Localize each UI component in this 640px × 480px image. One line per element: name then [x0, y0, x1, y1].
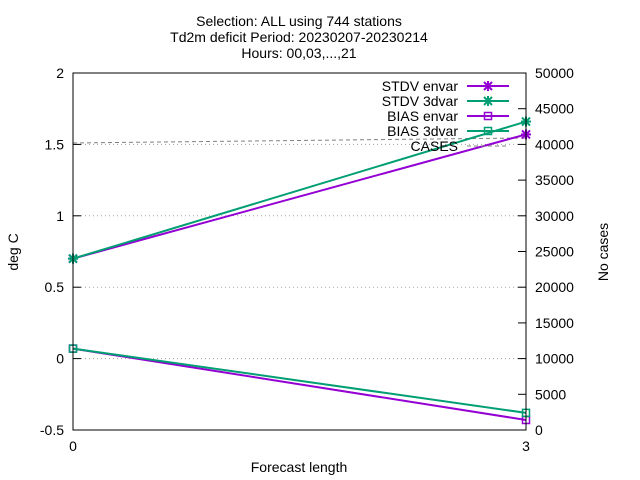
title-line-2: Td2m deficit Period: 20230207-20230214 [170, 29, 428, 45]
title-line-3: Hours: 00,03,...,21 [241, 45, 356, 61]
x-tick-label: 0 [69, 438, 77, 454]
chart-title: Selection: ALL using 744 stations Td2m d… [170, 13, 428, 61]
series-stdv-envar [68, 129, 531, 264]
y2-tick-label: 35000 [535, 172, 574, 188]
gridlines [73, 143, 526, 360]
legend-entry: STDV 3dvar [382, 93, 509, 109]
legend-entry: BIAS 3dvar [387, 123, 509, 139]
y-tick-label: 1 [56, 208, 64, 224]
y-tick-label: 1.5 [45, 136, 65, 152]
y2-tick-label: 40000 [535, 136, 574, 152]
series-layer [68, 116, 531, 425]
title-line-1: Selection: ALL using 744 stations [196, 13, 402, 29]
series-line [72, 347, 527, 421]
series-line [72, 137, 527, 144]
y2-tick-label: 30000 [535, 208, 574, 224]
y2-tick-label: 15000 [535, 315, 574, 331]
series-line [72, 120, 527, 260]
y2-tick-label: 25000 [535, 244, 574, 260]
legend-entry: CASES [411, 138, 509, 154]
y2-tick-label: 50000 [535, 65, 574, 81]
x-tick-label: 3 [522, 438, 530, 454]
y2-tick-label: 0 [535, 422, 543, 438]
y-axis-ticks: -0.5 0 0.5 1 1.5 2 [40, 65, 81, 438]
marker [483, 126, 493, 136]
plot-frame [72, 72, 527, 431]
marker [483, 111, 493, 121]
series-cases [72, 137, 527, 144]
y-tick-label: 2 [56, 65, 64, 81]
y2-axis-label: No cases [595, 223, 611, 281]
legend-label: STDV 3dvar [382, 93, 459, 109]
y2-tick-label: 20000 [535, 279, 574, 295]
legend-label: STDV envar [382, 78, 459, 94]
legend-entry: BIAS envar [387, 108, 509, 124]
legend-label: BIAS 3dvar [387, 123, 458, 139]
y-axis-label: deg C [5, 233, 21, 270]
y2-tick-label: 45000 [535, 101, 574, 117]
series-bias-3dvar [68, 344, 531, 418]
x-axis-label: Forecast length [251, 459, 348, 475]
y2-tick-label: 5000 [535, 386, 566, 402]
series-line [72, 347, 527, 414]
series-line [72, 133, 527, 260]
legend-label: CASES [411, 138, 458, 154]
legend-label: BIAS envar [387, 108, 458, 124]
series-bias-envar [68, 344, 531, 425]
y2-tick-label: 10000 [535, 351, 574, 367]
y-tick-label: 0 [56, 351, 64, 367]
legend-entry: STDV envar [382, 78, 509, 94]
y-tick-label: -0.5 [40, 422, 64, 438]
y-tick-label: 0.5 [45, 279, 65, 295]
y2-axis-ticks: 0 5000 10000 15000 20000 25000 30000 35000 40000… [518, 65, 574, 438]
